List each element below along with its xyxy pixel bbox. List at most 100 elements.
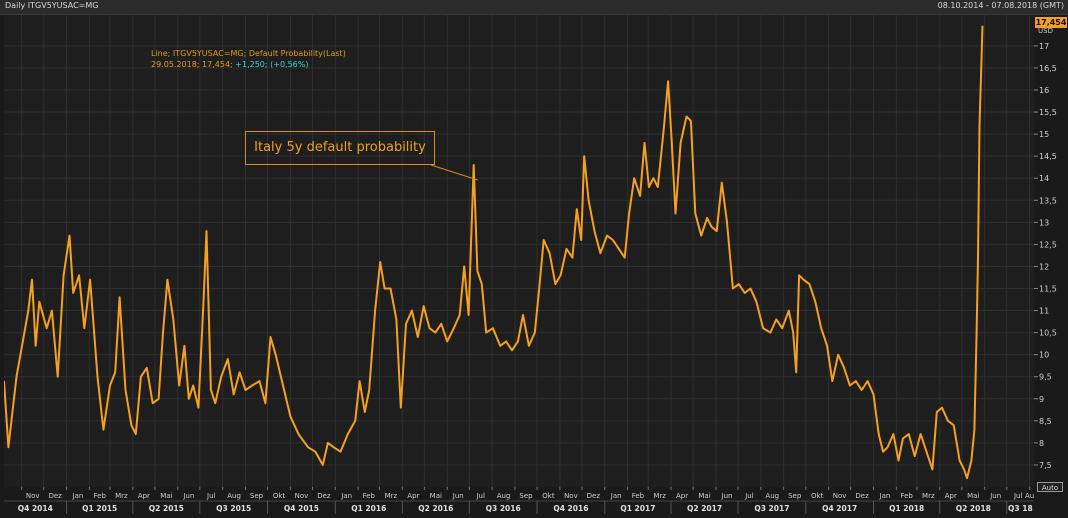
legend-line-2: 29.05.2018; 17,454; +1,250; (+0,56%) <box>151 59 346 70</box>
data-point <box>710 226 713 228</box>
data-point <box>505 340 507 343</box>
data-point <box>671 142 673 144</box>
data-point <box>970 459 973 462</box>
data-point <box>966 477 968 479</box>
data-point <box>802 279 805 281</box>
month-label: Aug <box>1025 492 1034 500</box>
data-point <box>63 274 65 276</box>
data-point <box>130 424 132 426</box>
data-point <box>244 389 247 391</box>
data-point <box>314 451 317 453</box>
y-tick-label: 14 <box>1039 174 1049 183</box>
legend-change: +1,250; (+0,56%) <box>235 60 309 69</box>
month-label: Jan <box>340 492 352 500</box>
data-point <box>559 274 562 276</box>
data-point <box>892 433 894 435</box>
data-point <box>57 376 59 378</box>
month-label: Okt <box>811 492 824 500</box>
quarter-label: Q3 2017 <box>754 504 789 513</box>
annotation-box[interactable]: Italy 5y default probability <box>245 131 435 165</box>
month-label: Feb <box>94 492 107 500</box>
data-point <box>694 212 696 215</box>
data-point <box>749 287 752 290</box>
data-point <box>920 433 922 435</box>
plot-area[interactable]: Line; ITGV5YUSAC=MG; Default Probability… <box>4 15 1034 487</box>
month-label: Jun <box>452 492 464 500</box>
data-point <box>68 234 71 237</box>
month-label: Okt <box>273 492 286 500</box>
data-point <box>83 327 85 329</box>
month-label: Apr <box>676 492 688 500</box>
data-point <box>554 283 557 285</box>
data-point <box>72 292 74 294</box>
data-point <box>297 433 300 435</box>
y-tick-label: 12 <box>1039 262 1049 271</box>
data-point <box>973 429 975 431</box>
data-point <box>158 398 160 400</box>
y-tick-label: 10 <box>1039 351 1049 360</box>
data-point <box>368 389 370 391</box>
data-point <box>769 332 772 334</box>
quarter-label: Q4 2017 <box>822 504 857 513</box>
data-point <box>814 301 816 303</box>
data-point <box>227 358 229 360</box>
data-point <box>849 384 851 387</box>
data-point <box>775 318 777 320</box>
data-point <box>35 345 37 347</box>
data-point <box>831 380 833 382</box>
data-point <box>674 212 677 215</box>
data-point <box>192 384 194 387</box>
data-point <box>706 217 708 219</box>
data-point <box>46 327 48 329</box>
data-point <box>359 380 361 382</box>
data-point <box>612 239 614 241</box>
data-point <box>914 455 916 457</box>
data-point <box>798 274 800 276</box>
y-tick-label: 14,5 <box>1039 152 1057 161</box>
data-point <box>15 376 18 378</box>
month-label: Dez <box>48 492 62 500</box>
month-label: Mrz <box>653 492 666 500</box>
data-point <box>214 402 216 404</box>
currency-label: USD <box>1038 27 1053 35</box>
data-point <box>925 451 928 453</box>
data-point <box>587 199 590 201</box>
data-point <box>499 345 501 347</box>
auto-scale-button[interactable]: Auto <box>1037 482 1063 492</box>
data-point <box>628 212 630 215</box>
data-point <box>178 384 180 387</box>
month-label: Jul <box>1013 492 1023 500</box>
data-point <box>417 336 419 338</box>
data-point <box>135 433 137 435</box>
data-point <box>738 283 740 285</box>
month-label: Jun <box>182 492 194 500</box>
data-point <box>258 380 261 382</box>
data-point <box>473 164 475 166</box>
legend-line-1: Line; ITGV5YUSAC=MG; Default Probability… <box>151 49 346 58</box>
data-point <box>220 376 222 378</box>
data-point <box>96 376 99 378</box>
data-point <box>511 349 513 351</box>
month-label: Mrz <box>385 492 398 500</box>
x-axis[interactable]: Nov Dez Jan Feb Mrz Apr Mai Jun Jul Aug Sep Okt Nov D… <box>4 487 1039 514</box>
data-point <box>453 327 455 329</box>
data-point <box>423 305 425 307</box>
y-axis-ticks: 7,5 8 8,5 9 9,5 10 10,5 11 11,5 12 12,5 13 13,5 14 14,… <box>1034 42 1057 470</box>
quarter-label: Q2 2016 <box>418 504 453 513</box>
data-point <box>476 270 479 272</box>
month-label: Aug <box>497 492 511 500</box>
y-tick-label: 9,5 <box>1039 373 1052 382</box>
data-point <box>726 221 728 223</box>
series-legend: Line; ITGV5YUSAC=MG; Default Probability… <box>151 48 346 70</box>
data-point <box>172 318 174 320</box>
month-label: Jan <box>610 492 622 500</box>
data-point <box>882 451 884 453</box>
month-label: Nov <box>26 492 40 500</box>
month-label: Feb <box>632 492 645 500</box>
data-point <box>166 279 169 281</box>
y-tick-label: 9 <box>1039 395 1044 404</box>
month-label: Mai <box>967 492 979 500</box>
data-point <box>405 323 407 325</box>
month-label: Sep <box>788 492 802 500</box>
y-axis[interactable]: 7,5 8 8,5 9 9,5 10 10,5 11 11,5 12 12,5 13 13,5 14 14,… <box>1034 15 1068 502</box>
